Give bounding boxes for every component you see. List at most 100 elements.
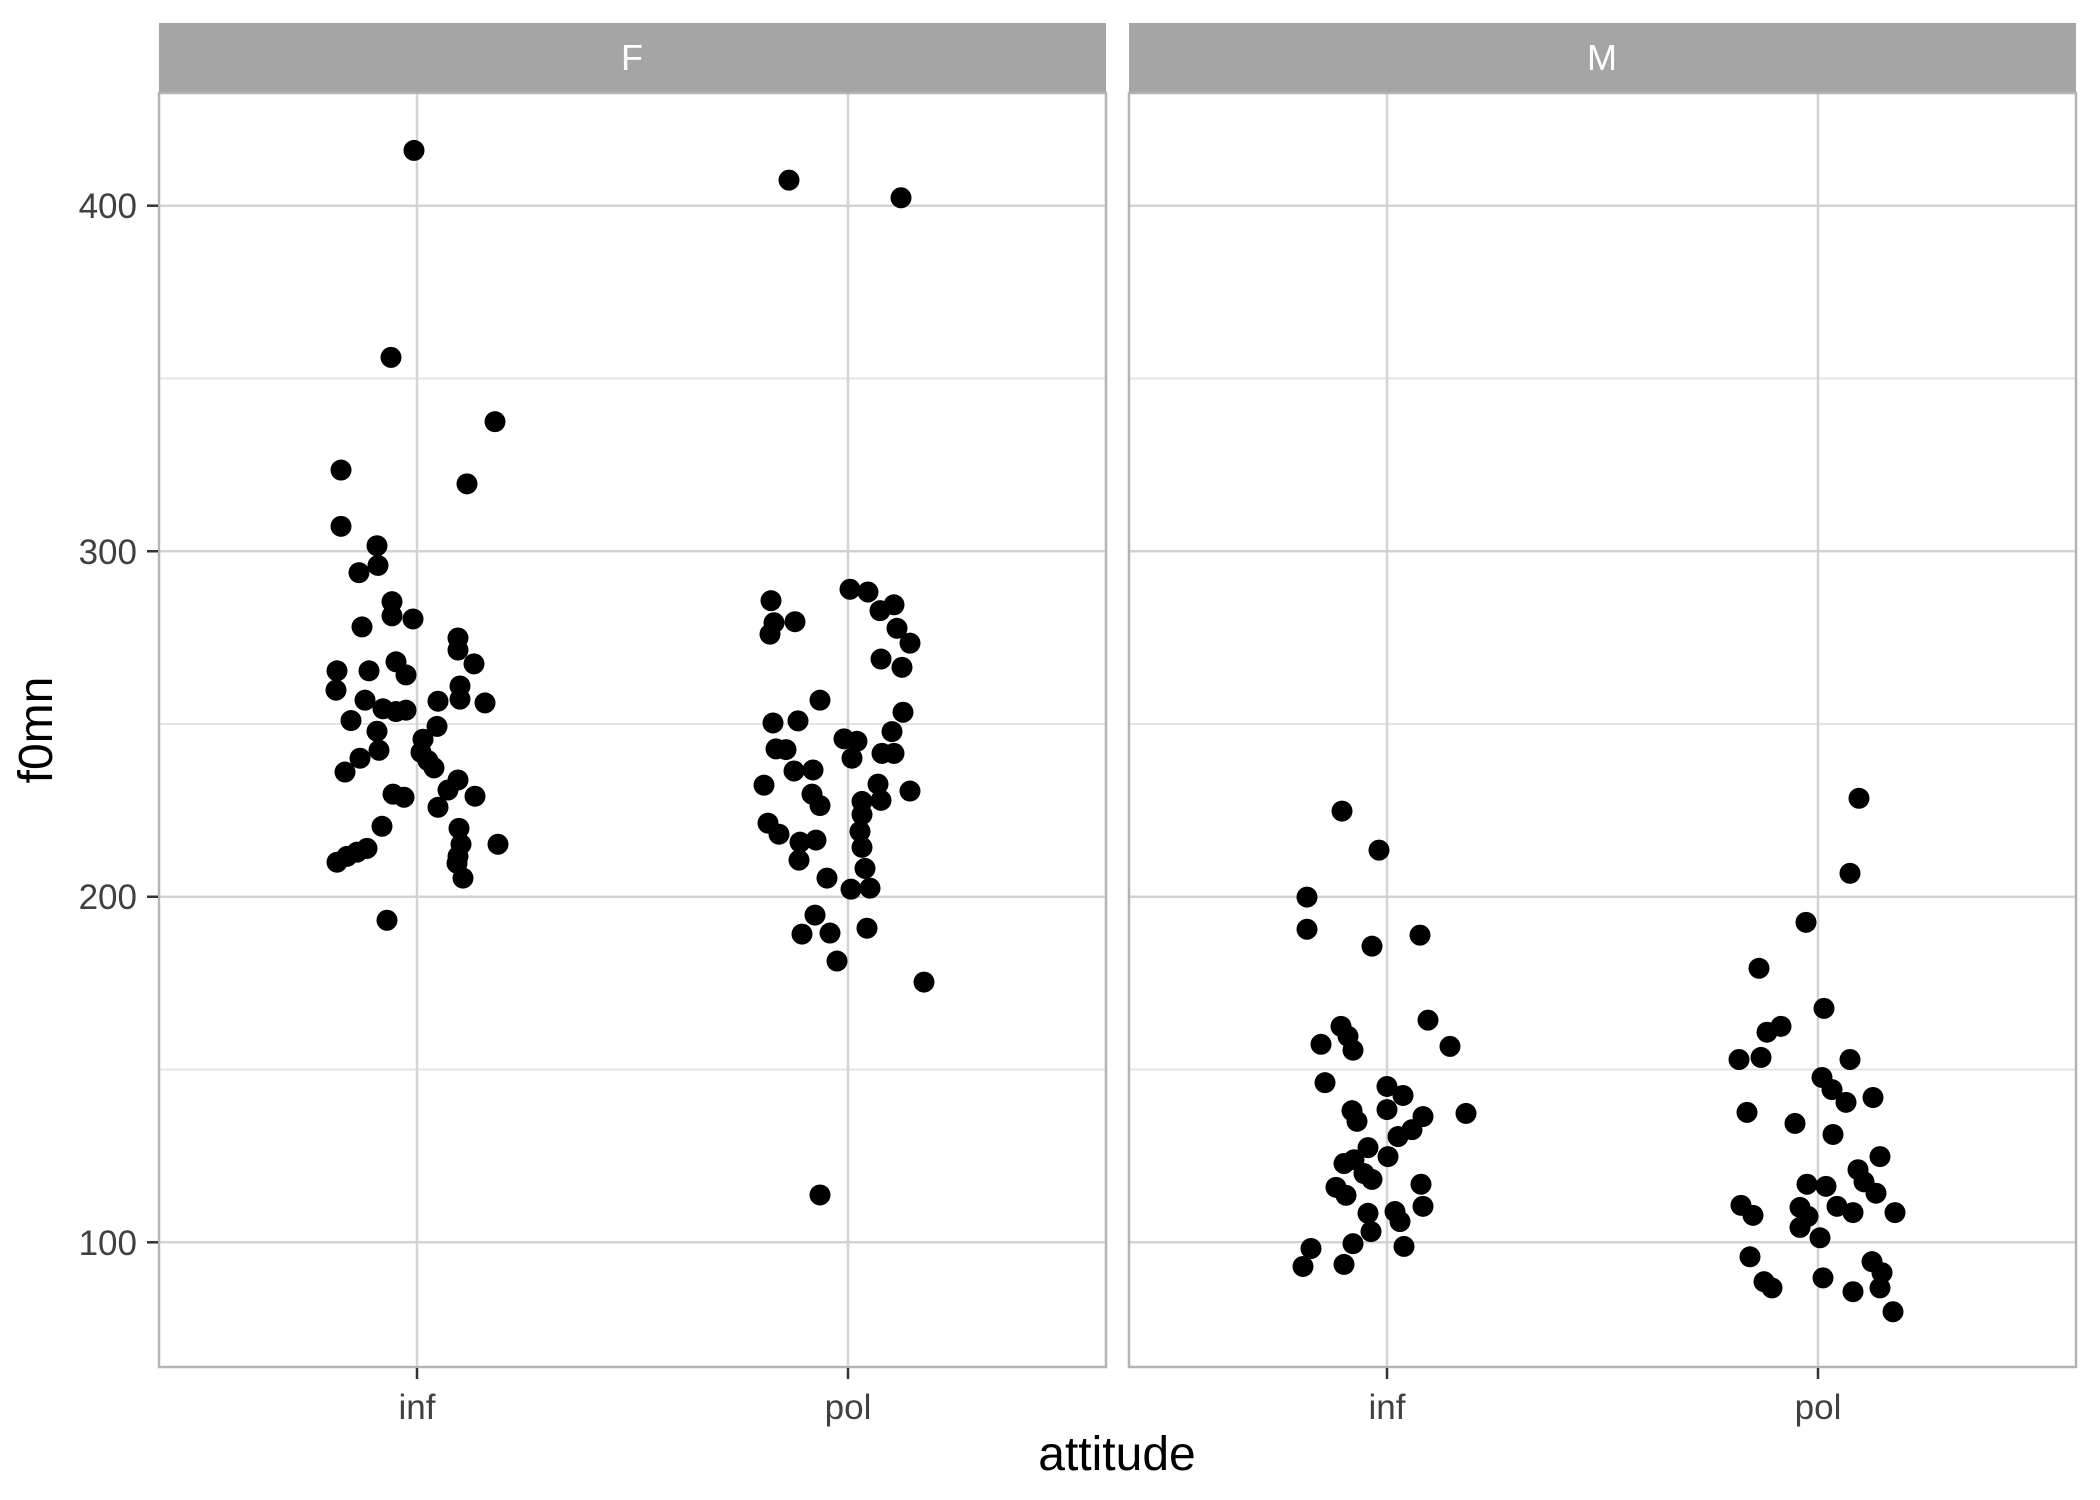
data-point-F-pol [851,804,873,826]
data-point-F-pol [867,773,889,795]
data-point-M-inf [1335,1184,1357,1206]
data-point-F-inf [326,660,348,682]
data-point-F-inf [449,688,471,710]
data-point-F-pol [775,739,797,761]
data-point-M-inf [1314,1072,1336,1094]
data-point-F-pol [881,721,903,743]
data-point-F-pol [886,617,908,639]
data-point-M-inf [1389,1211,1411,1233]
data-point-F-inf [358,660,380,682]
data-point-F-inf [447,639,469,661]
x-tick-label-f-inf: inf [399,1388,436,1427]
data-point-F-pol [804,904,826,926]
data-point-M-inf [1300,1238,1322,1260]
data-point-F-inf [402,608,424,630]
data-point-M-inf [1387,1126,1409,1148]
data-point-F-inf [354,689,376,711]
data-point-F-pol [762,712,784,734]
data-point-F-pol [784,611,806,633]
data-point-F-pol [809,1184,831,1206]
data-point-F-inf [371,815,393,837]
data-point-F-pol [759,623,781,645]
data-point-F-inf [487,833,509,855]
data-point-F-pol [760,590,782,612]
data-point-F-pol [753,774,775,796]
data-point-F-inf [368,739,390,761]
data-point-M-pol [1835,1091,1857,1113]
data-point-M-inf [1346,1110,1368,1132]
data-point-M-pol [1865,1182,1887,1204]
data-point-M-pol [1742,1204,1764,1226]
data-point-F-inf [437,779,459,801]
data-point-F-inf [403,139,425,161]
data-point-M-inf [1377,1146,1399,1168]
data-point-F-inf [427,690,449,712]
data-point-F-pol [839,578,861,600]
data-point-F-inf [452,867,474,889]
data-point-M-inf [1360,1221,1382,1243]
facet-strip-f [159,23,1106,93]
data-points-layer [325,139,1906,1323]
data-point-F-inf [367,554,389,576]
panel-border-F [157,91,1108,1369]
data-point-F-inf [330,515,352,537]
data-point-M-pol [1884,1202,1906,1224]
data-point-M-pol [1839,862,1861,884]
data-point-F-pol [892,701,914,723]
data-point-F-pol [849,820,871,842]
data-point-F-pol [826,950,848,972]
data-point-F-pol [856,917,878,939]
facet-strip-m [1129,23,2076,93]
data-point-M-pol [1795,911,1817,933]
data-point-M-inf [1333,1253,1355,1275]
data-point-M-pol [1842,1281,1864,1303]
data-point-M-pol [1839,1049,1861,1071]
data-point-F-inf [385,701,407,723]
data-point-M-pol [1826,1195,1848,1217]
data-point-F-inf [464,785,486,807]
data-point-F-inf [484,411,506,433]
y-axis-title: f0mn [10,677,63,784]
data-point-F-pol [846,730,868,752]
data-point-F-inf [326,851,348,873]
data-point-M-pol [1761,1277,1783,1299]
data-point-F-inf [423,757,445,779]
data-point-F-pol [857,581,879,603]
data-point-M-pol [1842,1202,1864,1224]
data-point-M-inf [1357,1137,1379,1159]
data-point-M-pol [1848,787,1870,809]
data-point-M-inf [1376,1099,1398,1121]
y-tick-label-100: 100 [79,1224,137,1263]
data-point-M-pol [1869,1277,1891,1299]
data-point-M-inf [1292,1255,1314,1277]
x-tick-label-f-pol: pol [825,1388,872,1427]
data-point-M-pol [1750,1046,1772,1068]
data-point-F-inf [334,761,356,783]
data-point-F-pol [870,648,892,670]
data-point-F-pol [809,795,831,817]
axis-tick-marks-layer [147,204,1820,1379]
data-point-M-pol [1809,1227,1831,1249]
data-point-F-inf [427,796,449,818]
data-point-F-inf [463,653,485,675]
data-point-M-inf [1296,886,1318,908]
data-point-M-pol [1869,1146,1891,1168]
data-point-F-pol [791,923,813,945]
data-point-M-inf [1392,1084,1414,1106]
data-point-F-inf [351,616,373,638]
data-point-M-inf [1361,1168,1383,1190]
data-point-M-pol [1784,1112,1806,1134]
data-point-M-inf [1417,1009,1439,1031]
data-point-F-inf [395,664,417,686]
panel-border-M [1127,91,2078,1369]
facet-strip-m-label: M [1587,37,1617,78]
data-point-M-pol [1748,957,1770,979]
data-point-M-pol [1882,1301,1904,1323]
data-point-F-inf [474,692,496,714]
data-point-F-pol [819,922,841,944]
data-point-F-inf [393,786,415,808]
data-point-M-inf [1331,800,1353,822]
y-tick-label-200: 200 [79,878,137,917]
